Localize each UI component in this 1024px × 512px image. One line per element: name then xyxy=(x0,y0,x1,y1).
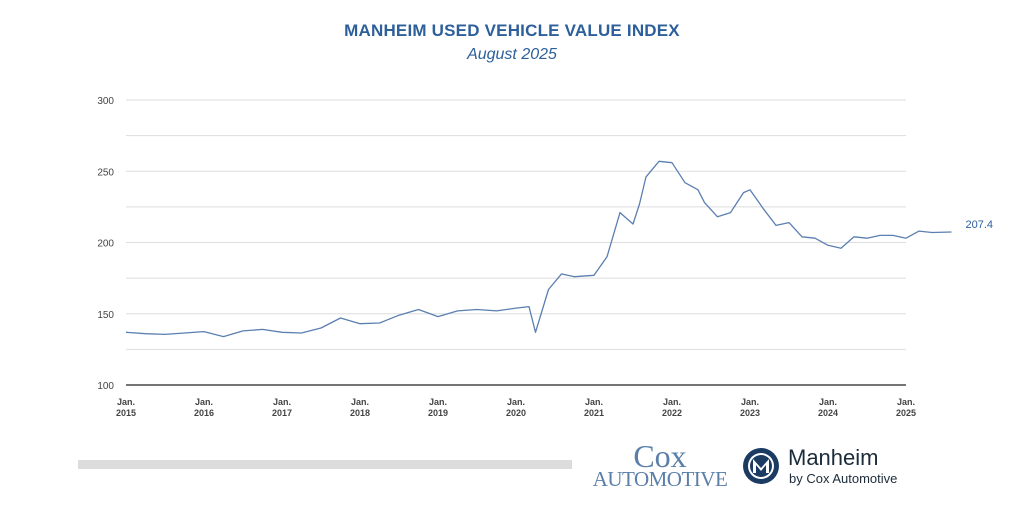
x-tick-label: Jan. xyxy=(741,397,759,407)
x-tick-label: Jan. xyxy=(663,397,681,407)
x-tick-label: 2016 xyxy=(194,408,214,418)
chart-subtitle: August 2025 xyxy=(467,46,557,63)
manheim-emblem-icon xyxy=(743,448,779,484)
manheim-logo-text: Manheim xyxy=(788,445,879,470)
decorative-bar xyxy=(78,460,572,469)
x-tick-label: 2017 xyxy=(272,408,292,418)
x-tick-label: Jan. xyxy=(351,397,369,407)
x-tick-label: 2018 xyxy=(350,408,370,418)
x-tick-label: Jan. xyxy=(273,397,291,407)
x-tick-label: 2025 xyxy=(896,408,916,418)
x-tick-label: 2019 xyxy=(428,408,448,418)
x-tick-label: Jan. xyxy=(585,397,603,407)
y-tick-label: 150 xyxy=(97,310,114,321)
manheim-sub-text: by Cox Automotive xyxy=(789,471,898,486)
x-tick-label: 2021 xyxy=(584,408,604,418)
x-tick-label: 2024 xyxy=(818,408,838,418)
y-tick-label: 100 xyxy=(97,381,114,392)
x-tick-label: Jan. xyxy=(897,397,915,407)
x-tick-label: 2022 xyxy=(662,408,682,418)
y-tick-label: 250 xyxy=(97,167,114,178)
y-tick-label: 200 xyxy=(97,239,114,250)
chart-title: MANHEIM USED VEHICLE VALUE INDEX xyxy=(344,21,680,40)
x-tick-label: 2023 xyxy=(740,408,760,418)
x-tick-label: 2015 xyxy=(116,408,136,418)
x-tick-label: Jan. xyxy=(195,397,213,407)
end-value-label: 207.4 xyxy=(966,219,994,231)
x-tick-label: Jan. xyxy=(429,397,447,407)
series-line xyxy=(125,160,952,338)
x-tick-label: Jan. xyxy=(507,397,525,407)
y-tick-label: 300 xyxy=(97,96,114,107)
x-tick-label: 2020 xyxy=(506,408,526,418)
x-tick-label: Jan. xyxy=(117,397,135,407)
automotive-logo-text: AUTOMOTIVE xyxy=(592,467,728,491)
cox-logo-text: Cox xyxy=(633,438,687,474)
cox-automotive-logo: Cox AUTOMOTIVE xyxy=(590,440,730,492)
x-tick-label: Jan. xyxy=(819,397,837,407)
